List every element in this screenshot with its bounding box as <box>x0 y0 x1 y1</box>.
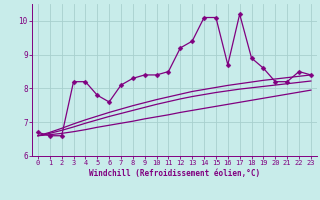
X-axis label: Windchill (Refroidissement éolien,°C): Windchill (Refroidissement éolien,°C) <box>89 169 260 178</box>
